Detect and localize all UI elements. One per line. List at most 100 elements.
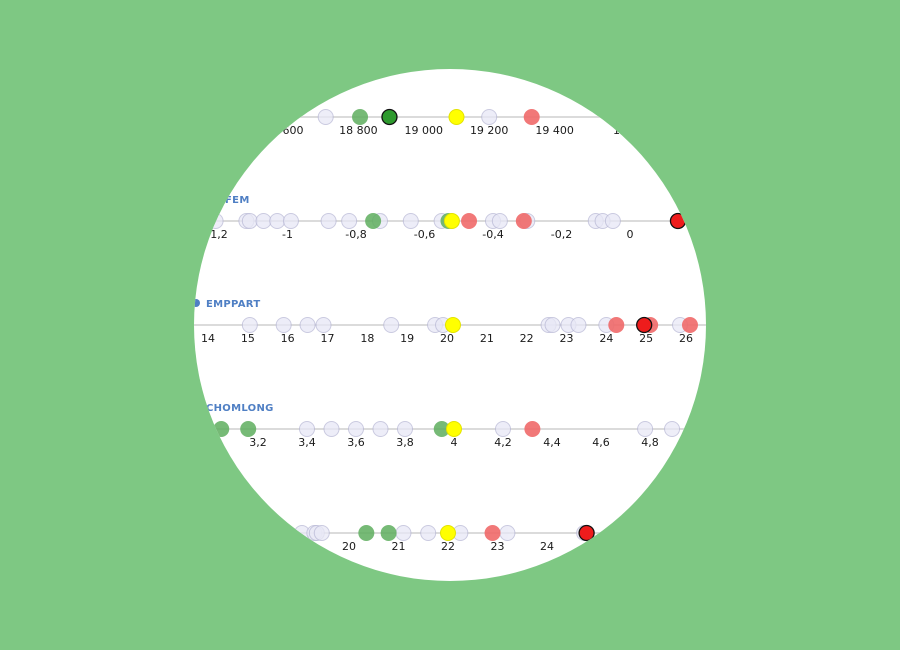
- tick-label: 15: [241, 332, 255, 345]
- data-point-neutral[interactable]: [495, 421, 511, 437]
- tick-label: -0,2: [551, 228, 572, 241]
- data-point-yellow[interactable]: [444, 317, 461, 333]
- tick-label: 4: [451, 436, 458, 449]
- tick-label: 3,6: [347, 436, 365, 449]
- data-point-green[interactable]: [352, 109, 369, 125]
- data-point-neutral[interactable]: [491, 213, 508, 229]
- data-point-neutral[interactable]: [397, 421, 413, 437]
- tick-label: 23: [491, 540, 505, 553]
- data-point-neutral[interactable]: [320, 213, 337, 229]
- data-point-neutral[interactable]: [348, 421, 364, 437]
- data-point-neutral[interactable]: [395, 525, 412, 541]
- data-point-neutral[interactable]: [207, 213, 224, 229]
- data-point-yellow[interactable]: [448, 109, 465, 125]
- data-point-yellow[interactable]: [440, 525, 456, 541]
- data-point-neutral[interactable]: [372, 421, 389, 437]
- tick-label: 24: [599, 332, 613, 345]
- tick-label: 23: [560, 332, 574, 345]
- data-point-red[interactable]: [523, 109, 540, 125]
- data-point-red[interactable]: [608, 317, 625, 333]
- data-point-neutral[interactable]: [299, 317, 316, 333]
- variable-label: CHOMLONG: [206, 403, 274, 414]
- tick-label: 20: [342, 540, 356, 553]
- tick-label: 4,4: [543, 436, 561, 449]
- data-point-neutral[interactable]: [317, 109, 334, 125]
- expand-icon[interactable]: [194, 299, 200, 307]
- tick-label: 26: [679, 332, 693, 345]
- tick-label: 21: [480, 332, 494, 345]
- data-point-green[interactable]: [358, 525, 375, 541]
- tick-label: 19 400: [535, 124, 574, 137]
- tick-label: 19: [400, 332, 414, 345]
- tick-label: 4,8: [641, 436, 659, 449]
- data-point-neutral[interactable]: [637, 421, 654, 437]
- data-point-neutral[interactable]: [241, 317, 258, 333]
- data-point-red[interactable]: [681, 317, 698, 333]
- data-point-green-selected[interactable]: [381, 108, 398, 126]
- data-point-neutral[interactable]: [544, 317, 561, 333]
- data-point-green[interactable]: [365, 213, 382, 229]
- strip-4: 20 21 22 23 24: [194, 524, 706, 553]
- data-point-neutral[interactable]: [323, 421, 340, 437]
- data-point-red[interactable]: [484, 525, 501, 541]
- data-point-red-selected[interactable]: [578, 524, 595, 542]
- magnifier-lens: 600 18 800 19 000 19 200 19 400 19 OMFEM 1,2 -1-…: [194, 69, 706, 581]
- tick-label: 16: [281, 332, 295, 345]
- data-point-yellow[interactable]: [443, 213, 460, 229]
- data-point-neutral[interactable]: [570, 317, 587, 333]
- data-point-green[interactable]: [380, 525, 397, 541]
- data-point-neutral[interactable]: [282, 213, 299, 229]
- variable-label: EMPPART: [206, 299, 260, 310]
- tick-label: 600: [283, 124, 304, 137]
- data-point-neutral[interactable]: [315, 317, 332, 333]
- data-point-neutral[interactable]: [313, 525, 330, 541]
- data-point-red-selected[interactable]: [636, 316, 653, 334]
- tick-label: 1,2: [210, 228, 228, 241]
- data-point-neutral[interactable]: [383, 317, 400, 333]
- strip-2: EMPPART 14 15 16 17 18 19 20 21 22 23 24 25 26: [194, 299, 706, 345]
- tick-label: 0: [627, 228, 634, 241]
- data-point-neutral[interactable]: [269, 213, 286, 229]
- tick-label: 18 800: [339, 124, 378, 137]
- data-point-neutral[interactable]: [420, 525, 437, 541]
- data-point-red[interactable]: [515, 213, 532, 229]
- data-point-yellow[interactable]: [446, 421, 462, 437]
- data-point-red[interactable]: [461, 213, 478, 229]
- tick-label: 22: [520, 332, 534, 345]
- data-point-neutral[interactable]: [402, 213, 419, 229]
- tick-label: -1: [282, 228, 293, 241]
- tick-label: -0,4: [482, 228, 503, 241]
- tick-label: 24: [540, 540, 554, 553]
- strip-1: OMFEM 1,2 -1 -0,8 -0,6 -0,4 -0,2 0: [194, 195, 706, 241]
- tick-label: 21: [392, 540, 406, 553]
- tick-label: 4,6: [592, 436, 610, 449]
- data-point-green[interactable]: [213, 421, 230, 437]
- data-point-neutral[interactable]: [341, 213, 358, 229]
- data-point-red-selected[interactable]: [669, 212, 687, 230]
- tick-label: 3,4: [298, 436, 316, 449]
- data-point-neutral[interactable]: [664, 421, 681, 437]
- tick-label: 25: [639, 332, 653, 345]
- data-point-neutral[interactable]: [255, 213, 272, 229]
- data-point-neutral[interactable]: [481, 109, 498, 125]
- data-point-neutral[interactable]: [275, 317, 292, 333]
- data-point-neutral[interactable]: [299, 421, 315, 437]
- tick-label: 22: [441, 540, 455, 553]
- tick-label: 17: [321, 332, 335, 345]
- tick-label: 14: [201, 332, 215, 345]
- tick-label: 19: [613, 124, 627, 137]
- tick-label: 19 000: [405, 124, 444, 137]
- data-point-neutral[interactable]: [604, 213, 621, 229]
- strip-0: 600 18 800 19 000 19 200 19 400 19: [194, 108, 706, 137]
- tick-label: 18: [360, 332, 374, 345]
- data-point-neutral[interactable]: [499, 525, 516, 541]
- tick-label: -0,8: [345, 228, 366, 241]
- data-point-green[interactable]: [240, 421, 257, 437]
- strip-3: CHOMLONG 3,2 3,4 3,6 3,8 4 4,2 4,4 4,6 4,8: [194, 403, 706, 449]
- variable-label: OMFEM: [206, 195, 250, 206]
- tick-label: 3,2: [249, 436, 267, 449]
- tick-label: 19 200: [470, 124, 509, 137]
- data-point-red[interactable]: [524, 421, 541, 437]
- data-point-neutral[interactable]: [241, 213, 258, 229]
